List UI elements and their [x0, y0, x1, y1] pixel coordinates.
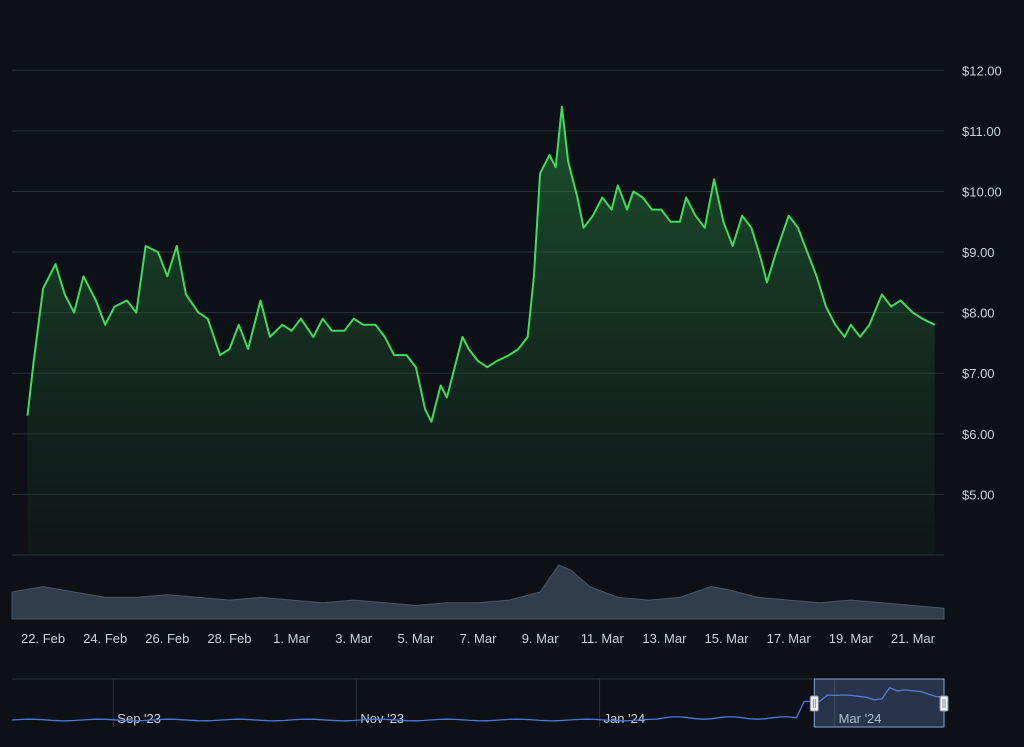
x-tick-label: 1. Mar [273, 631, 311, 646]
x-tick-label: 26. Feb [145, 631, 189, 646]
y-tick-label: $5.00 [962, 487, 995, 502]
y-tick-label: $7.00 [962, 366, 995, 381]
price-area-fill [27, 106, 935, 555]
x-tick-label: 28. Feb [207, 631, 251, 646]
y-tick-label: $12.00 [962, 63, 1002, 78]
x-tick-label: 11. Mar [581, 631, 625, 646]
navigator-label: Nov '23 [360, 711, 404, 726]
x-tick-label: 9. Mar [522, 631, 560, 646]
y-tick-label: $10.00 [962, 184, 1002, 199]
x-tick-label: 24. Feb [83, 631, 127, 646]
x-tick-label: 7. Mar [460, 631, 498, 646]
y-tick-label: $6.00 [962, 427, 995, 442]
navigator-label: Jan '24 [604, 711, 646, 726]
x-tick-label: 19. Mar [829, 631, 874, 646]
x-tick-label: 3. Mar [335, 631, 373, 646]
navigator-label: Sep '23 [117, 711, 161, 726]
x-tick-label: 21. Mar [891, 631, 936, 646]
x-tick-label: 17. Mar [767, 631, 812, 646]
y-tick-label: $8.00 [962, 306, 995, 321]
price-line [26, 105, 936, 423]
x-tick-label: 15. Mar [704, 631, 749, 646]
volume-area [11, 564, 945, 620]
y-tick-label: $11.00 [962, 124, 1001, 139]
volume-series [11, 564, 945, 620]
x-tick-label: 13. Mar [642, 631, 687, 646]
navigator-selection[interactable] [813, 678, 945, 728]
navigator-left-handle[interactable] [809, 695, 819, 712]
navigator-label: Mar '24 [839, 711, 882, 726]
navigator-right-handle[interactable] [939, 695, 949, 712]
x-axis: 22. Feb 24. Feb 26. Feb 28. Feb 1. Mar 3. Mar… [21, 631, 936, 646]
x-tick-label: 5. Mar [397, 631, 435, 646]
navigator-series [11, 686, 944, 722]
navigator[interactable]: Sep '23 Nov '23 Jan '24 Mar '24 [11, 678, 949, 728]
y-axis: $12.00 $11.00 $10.00 $9.00 $8.00 $7.00 $6.00 $5… [962, 63, 1002, 502]
x-tick-label: 22. Feb [21, 631, 65, 646]
price-area [26, 105, 936, 555]
y-tick-label: $9.00 [962, 245, 995, 260]
